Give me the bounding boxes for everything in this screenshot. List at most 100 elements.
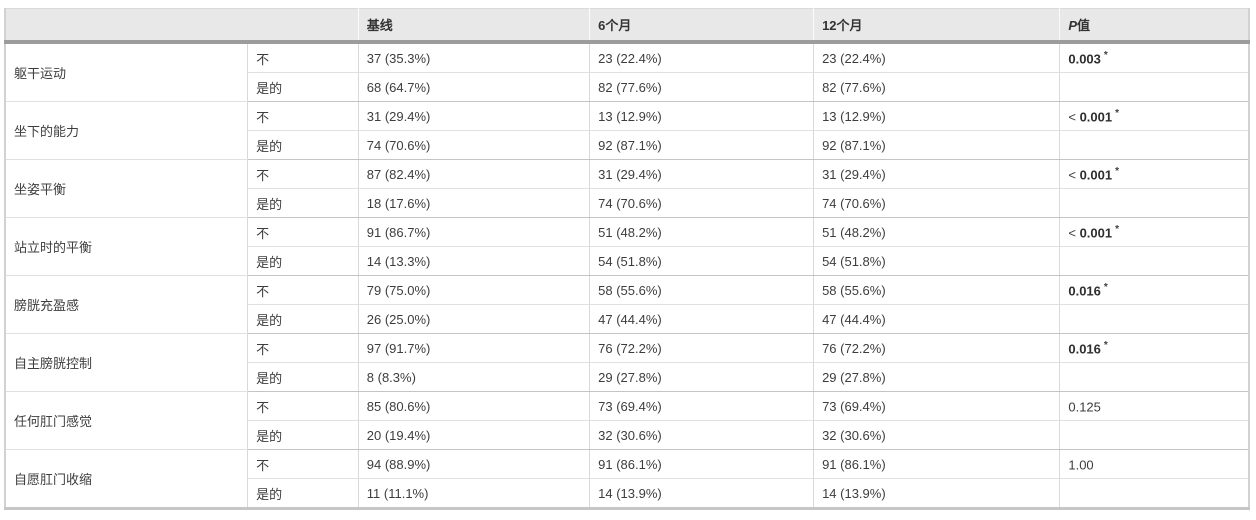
- header-6-months: 6个月: [589, 8, 814, 44]
- p-value-cell: 0.016 *: [1059, 275, 1249, 305]
- 12-month-value-cell: 47 (44.4%): [813, 304, 1060, 334]
- answer-yes-cell: 是的: [247, 420, 359, 450]
- header-p-value: P值: [1059, 8, 1249, 44]
- answer-no-cell: 不: [247, 449, 359, 479]
- table-row: 是的 74 (70.6%) 92 (87.1%) 92 (87.1%): [5, 130, 1249, 160]
- 6-month-value-cell: 47 (44.4%): [589, 304, 814, 334]
- category-cell: 自主膀胱控制: [5, 333, 248, 392]
- category-cell: 自愿肛门收缩: [5, 449, 248, 509]
- answer-no-cell: 不: [247, 42, 359, 73]
- p-value-cell: 0.003 *: [1059, 42, 1249, 73]
- p-value-empty-cell: [1059, 72, 1249, 102]
- answer-no-cell: 不: [247, 159, 359, 189]
- p-number: 0.125: [1068, 399, 1101, 415]
- 12-month-value-cell: 23 (22.4%): [813, 42, 1060, 73]
- p-number: 0.003: [1068, 51, 1101, 67]
- 6-month-value-cell: 51 (48.2%): [589, 217, 814, 247]
- category-cell: 坐姿平衡: [5, 159, 248, 218]
- baseline-value-cell: 91 (86.7%): [357, 217, 590, 247]
- table-header: 基线 6个月 12个月 P值: [5, 8, 1249, 44]
- baseline-value-cell: 20 (19.4%): [357, 420, 590, 450]
- 6-month-value-cell: 92 (87.1%): [589, 130, 814, 160]
- answer-yes-cell: 是的: [247, 188, 359, 218]
- header-baseline: 基线: [357, 8, 590, 44]
- significance-asterisk: *: [1103, 281, 1108, 293]
- 12-month-value-cell: 29 (27.8%): [813, 362, 1060, 392]
- p-number: 1.00: [1068, 457, 1094, 473]
- 12-month-value-cell: 74 (70.6%): [813, 188, 1060, 218]
- baseline-value-cell: 31 (29.4%): [357, 101, 590, 131]
- header-row: 基线 6个月 12个月 P值: [5, 8, 1249, 44]
- table-row: 自主膀胱控制 不 97 (91.7%) 76 (72.2%) 76 (72.2%…: [5, 333, 1249, 392]
- 12-month-value-cell: 54 (51.8%): [813, 246, 1060, 276]
- table-row: 任何肛门感觉 不 85 (80.6%) 73 (69.4%) 73 (69.4%…: [5, 391, 1249, 450]
- 12-month-value-cell: 91 (86.1%): [813, 449, 1060, 479]
- 6-month-value-cell: 31 (29.4%): [589, 159, 814, 189]
- table-row: 站立时的平衡 不 91 (86.7%) 51 (48.2%) 51 (48.2%…: [5, 217, 1249, 276]
- table-row: 膀胱充盈感 不 79 (75.0%) 58 (55.6%) 58 (55.6%)…: [5, 275, 1249, 334]
- table-row: 是的 20 (19.4%) 32 (30.6%) 32 (30.6%): [5, 420, 1249, 450]
- answer-no-cell: 不: [247, 275, 359, 305]
- 12-month-value-cell: 14 (13.9%): [813, 478, 1060, 509]
- answer-no-cell: 不: [247, 217, 359, 247]
- baseline-value-cell: 74 (70.6%): [357, 130, 590, 160]
- answer-yes-cell: 是的: [247, 130, 359, 160]
- significance-asterisk: *: [1103, 49, 1108, 61]
- answer-yes-cell: 是的: [247, 362, 359, 392]
- significance-asterisk: *: [1115, 107, 1120, 119]
- p-number: 0.001: [1079, 109, 1113, 125]
- 12-month-value-cell: 82 (77.6%): [813, 72, 1060, 102]
- 12-month-value-cell: 31 (29.4%): [813, 159, 1060, 189]
- answer-yes-cell: 是的: [247, 304, 359, 334]
- table-row: 是的 8 (8.3%) 29 (27.8%) 29 (27.8%): [5, 362, 1249, 392]
- answer-no-cell: 不: [247, 101, 359, 131]
- p-number: 0.001: [1079, 225, 1113, 241]
- p-value-empty-cell: [1059, 130, 1249, 160]
- p-prefix: <: [1068, 109, 1080, 125]
- table-row: 是的 68 (64.7%) 82 (77.6%) 82 (77.6%): [5, 72, 1249, 102]
- 6-month-value-cell: 13 (12.9%): [589, 101, 814, 131]
- table-row: 躯干运动 不 37 (35.3%) 23 (22.4%) 23 (22.4%) …: [5, 42, 1249, 102]
- baseline-value-cell: 26 (25.0%): [357, 304, 590, 334]
- header-empty: [5, 8, 359, 44]
- p-value-cell: < 0.001 *: [1059, 159, 1249, 189]
- 12-month-value-cell: 73 (69.4%): [813, 391, 1060, 421]
- category-cell: 膀胱充盈感: [5, 275, 248, 334]
- 6-month-value-cell: 58 (55.6%): [589, 275, 814, 305]
- 6-month-value-cell: 74 (70.6%): [589, 188, 814, 218]
- answer-yes-cell: 是的: [247, 72, 359, 102]
- table-row: 坐姿平衡 不 87 (82.4%) 31 (29.4%) 31 (29.4%) …: [5, 159, 1249, 218]
- p-prefix: <: [1068, 225, 1080, 241]
- p-value-empty-cell: [1059, 188, 1249, 218]
- category-cell: 坐下的能力: [5, 101, 248, 160]
- category-cell: 站立时的平衡: [5, 217, 248, 276]
- p-value-empty-cell: [1059, 362, 1249, 392]
- p-value-rest: 值: [1077, 18, 1091, 33]
- significance-asterisk: *: [1115, 165, 1120, 177]
- category-cell: 任何肛门感觉: [5, 391, 248, 450]
- p-value-cell: 0.125: [1059, 391, 1249, 421]
- 12-month-value-cell: 92 (87.1%): [813, 130, 1060, 160]
- baseline-value-cell: 94 (88.9%): [357, 449, 590, 479]
- p-value-cell: < 0.001 *: [1059, 101, 1249, 131]
- baseline-value-cell: 79 (75.0%): [357, 275, 590, 305]
- outcomes-table: 基线 6个月 12个月 P值 躯干运动 不 37 (35.3%) 23 (22.…: [4, 8, 1250, 510]
- 12-month-value-cell: 58 (55.6%): [813, 275, 1060, 305]
- answer-yes-cell: 是的: [247, 478, 359, 509]
- header-12-months: 12个月: [813, 8, 1060, 44]
- 6-month-value-cell: 76 (72.2%): [589, 333, 814, 363]
- significance-asterisk: *: [1103, 339, 1108, 351]
- table-body: 躯干运动 不 37 (35.3%) 23 (22.4%) 23 (22.4%) …: [5, 42, 1249, 509]
- 6-month-value-cell: 73 (69.4%): [589, 391, 814, 421]
- baseline-value-cell: 8 (8.3%): [357, 362, 590, 392]
- 6-month-value-cell: 82 (77.6%): [589, 72, 814, 102]
- 6-month-value-cell: 29 (27.8%): [589, 362, 814, 392]
- baseline-value-cell: 11 (11.1%): [357, 478, 590, 509]
- category-cell: 躯干运动: [5, 42, 248, 102]
- 12-month-value-cell: 51 (48.2%): [813, 217, 1060, 247]
- answer-no-cell: 不: [247, 391, 359, 421]
- p-value-empty-cell: [1059, 246, 1249, 276]
- p-prefix: <: [1068, 167, 1080, 183]
- baseline-value-cell: 18 (17.6%): [357, 188, 590, 218]
